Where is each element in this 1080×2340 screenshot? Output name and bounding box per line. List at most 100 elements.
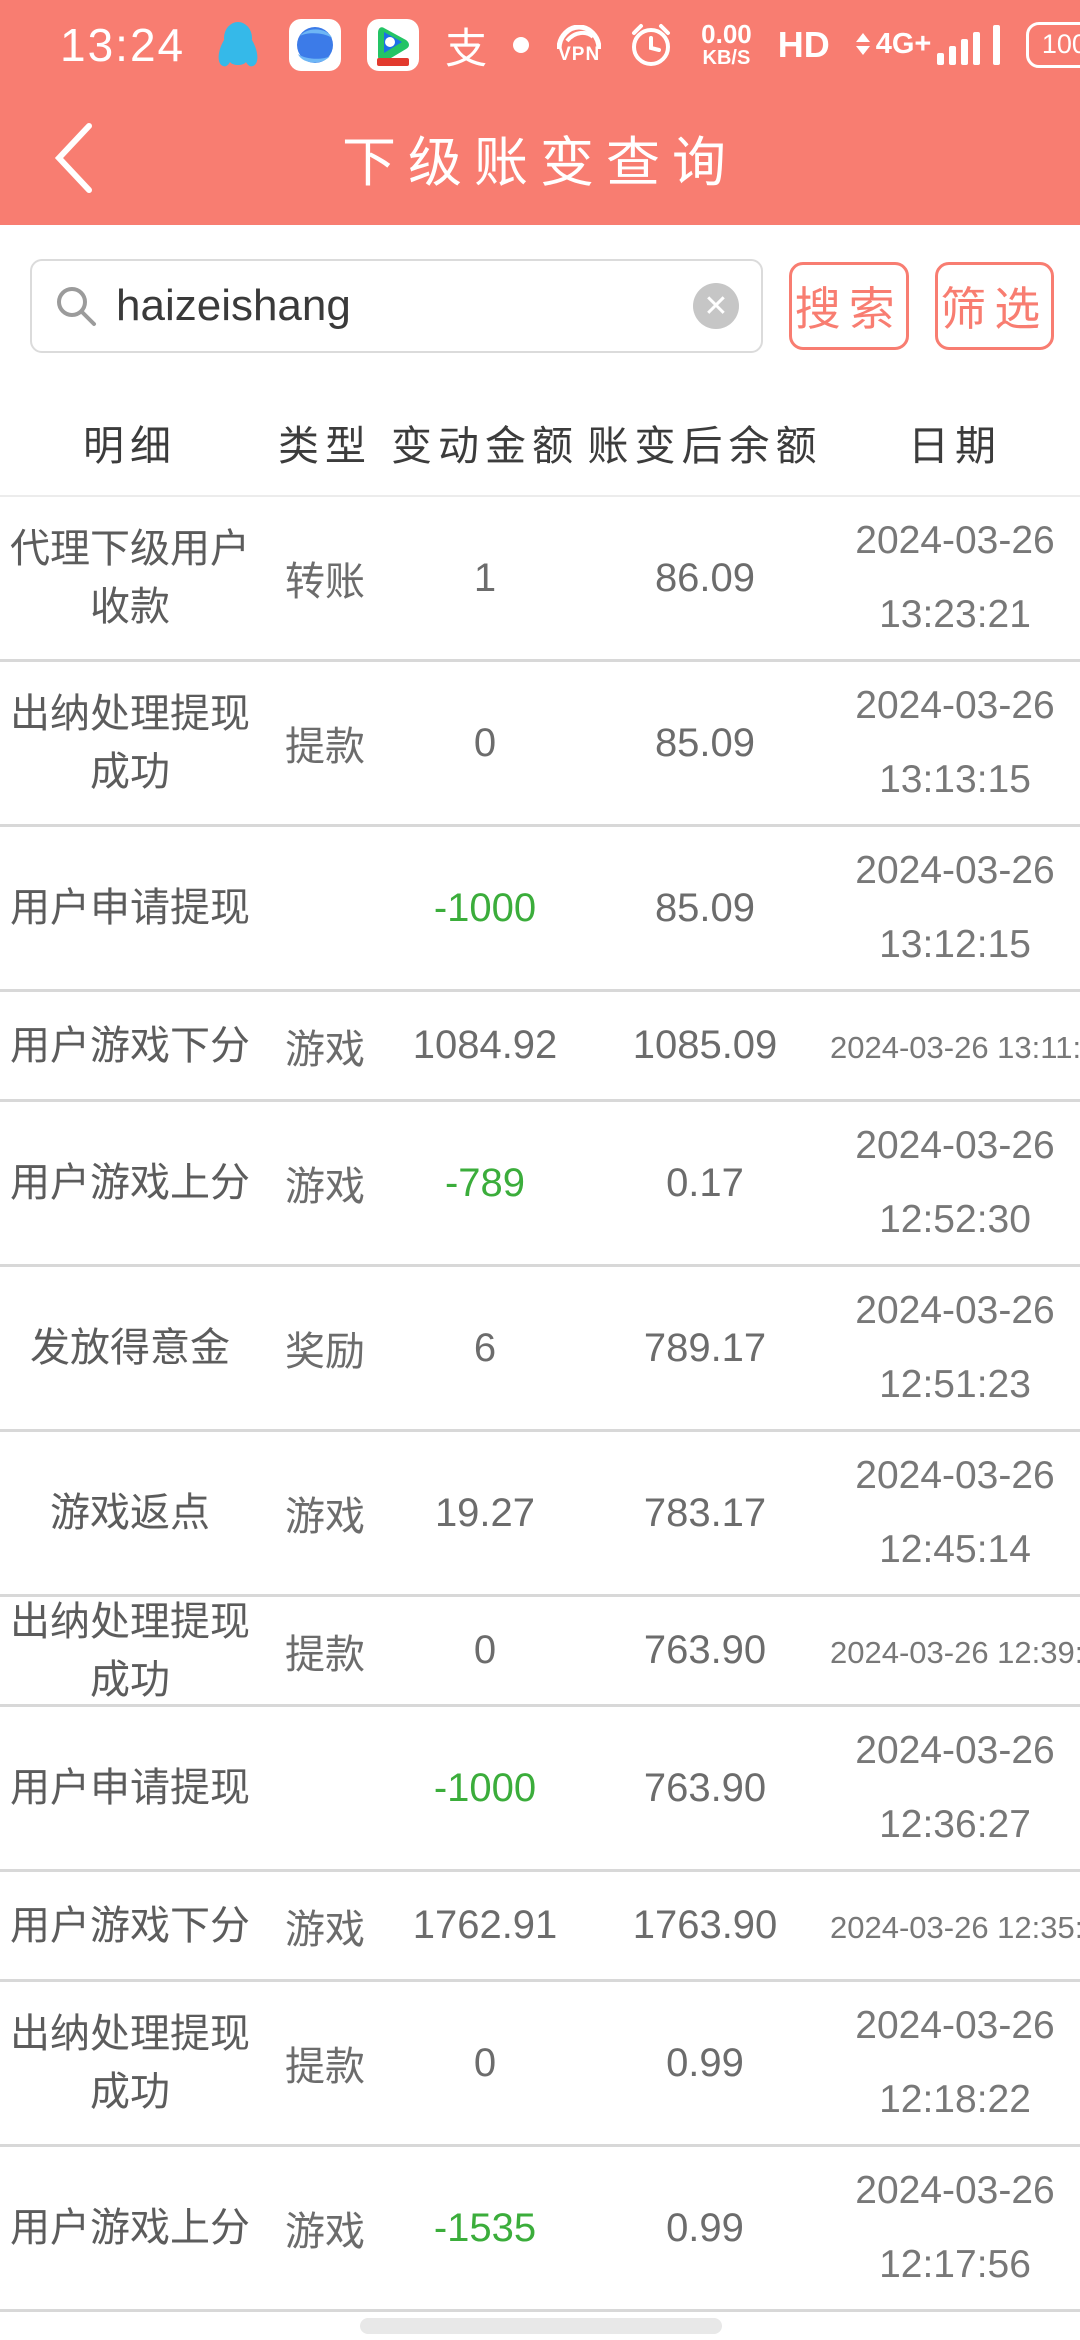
row-date-day: 2024-03-26 [855, 1289, 1055, 1332]
row-date-day: 2024-03-26 [855, 2004, 1055, 2047]
hd-indicator: HD [777, 23, 830, 65]
table-row: 代理下级用户收款 转账 1 86.09 2024-03-26 13:23:21 [0, 497, 1080, 662]
row-detail: 出纳处理提现成功 [10, 1599, 250, 1702]
row-detail: 用户游戏上分 [10, 1161, 250, 1205]
column-header-date: 日期 [908, 423, 1002, 469]
row-date: 2024-03-26 12:52:30 [830, 1124, 1080, 1242]
row-date-time: 12:45:14 [879, 1528, 1031, 1571]
clear-search-icon[interactable]: ✕ [693, 283, 739, 329]
status-left-icons: 支 [213, 15, 530, 76]
status-right-icons: VPN 0.00 KB/S HD 4G+ [557, 18, 1080, 70]
row-amount: 0 [473, 2040, 497, 2085]
browser-icon [289, 19, 342, 71]
signal-bars-icon [937, 24, 1001, 65]
row-date-time: 13:23:21 [879, 593, 1031, 636]
row-date: 2024-03-26 13:13:15 [830, 684, 1080, 802]
row-balance: 85.09 [654, 885, 756, 930]
column-header-detail: 明细 [83, 423, 177, 469]
qq-icon [213, 18, 263, 72]
row-balance: 789.17 [643, 1325, 767, 1370]
table-row: 用户申请提现 -1000 85.09 2024-03-26 13:12:15 [0, 827, 1080, 992]
row-amount: -1000 [433, 885, 537, 930]
row-date-day: 2024-03-26 [855, 1729, 1055, 1772]
search-icon [54, 284, 98, 328]
back-chevron-icon [54, 123, 92, 193]
row-balance: 763.90 [643, 1628, 767, 1672]
row-amount: -1000 [433, 1765, 537, 1810]
row-balance: 0.99 [666, 2040, 744, 2085]
row-date-day: 2024-03-26 [855, 2169, 1055, 2212]
row-detail: 出纳处理提现成功 [10, 2012, 250, 2114]
table-row: 游戏返点 游戏 19.27 783.17 2024-03-26 12:45:14 [0, 1432, 1080, 1597]
battery-icon: 100 [1026, 21, 1080, 68]
row-balance: 783.17 [643, 1490, 767, 1535]
row-date: 2024-03-26 12:17:56 [830, 2169, 1080, 2287]
cellular-signal-icon: 4G+ [855, 24, 1001, 65]
table-row: 用户申请提现 -1000 763.90 2024-03-26 12:36:27 [0, 1707, 1080, 1872]
row-type: 游戏 [285, 1165, 365, 1209]
column-header-type: 类型 [278, 423, 372, 469]
row-type: 提款 [285, 1632, 365, 1677]
search-button[interactable]: 搜索 [789, 262, 909, 350]
row-amount: 19.27 [434, 1490, 536, 1535]
vpn-icon: VPN [557, 25, 602, 64]
row-date: 2024-03-26 13:23:21 [830, 519, 1080, 637]
row-balance: 1085.09 [632, 1023, 778, 1067]
alarm-clock-icon [627, 21, 675, 69]
search-input-box[interactable]: ✕ [30, 259, 763, 353]
scroll-indicator[interactable] [360, 2318, 722, 2334]
status-bar: 13:24 [0, 0, 1080, 90]
row-type: 提款 [285, 725, 365, 769]
row-type: 游戏 [285, 2210, 365, 2254]
row-amount: 1 [473, 555, 497, 600]
table-row: 用户游戏下分 游戏 1084.92 1085.09 2024-03-26 13:… [0, 992, 1080, 1102]
row-type: 奖励 [285, 1330, 365, 1374]
row-amount: 0 [473, 720, 497, 765]
table-row: 发放得意金 奖励 6 789.17 2024-03-26 12:51:23 [0, 1267, 1080, 1432]
table-row: 用户游戏上分 游戏 -1535 0.99 2024-03-26 12:17:56 [0, 2147, 1080, 2312]
row-date-time: 12:52:30 [879, 1198, 1031, 1241]
row-amount: 1762.91 [412, 1903, 558, 1947]
table-row: 出纳处理提现成功 提款 0 0.99 2024-03-26 12:18:22 [0, 1982, 1080, 2147]
data-arrows-icon [855, 32, 870, 55]
table-row: 出纳处理提现成功 提款 0 763.90 2024-03-26 12:39:09 [0, 1597, 1080, 1707]
page-title: 下级账变查询 [342, 133, 738, 193]
status-time: 13:24 [60, 19, 186, 71]
row-date-time: 12:17:56 [879, 2243, 1031, 2286]
row-amount: -789 [444, 1160, 526, 1205]
alipay-icon: 支 [445, 24, 488, 72]
app-header-area: 13:24 [0, 0, 1080, 225]
filter-button[interactable]: 筛选 [934, 262, 1054, 350]
row-amount: -1535 [433, 2205, 537, 2250]
notification-dot [513, 37, 530, 53]
row-date-time: 12:36:27 [879, 1803, 1031, 1846]
row-date: 2024-03-26 13:11:59 [830, 1023, 1080, 1068]
row-type: 转账 [285, 560, 365, 604]
row-detail: 用户申请提现 [10, 886, 250, 930]
row-detail: 代理下级用户收款 [10, 527, 250, 629]
row-date: 2024-03-26 12:18:22 [830, 2004, 1080, 2122]
row-datetime: 2024-03-26 12:39:09 [830, 1635, 1080, 1670]
row-type: 提款 [285, 2045, 365, 2089]
row-balance: 0.99 [666, 2205, 744, 2250]
network-speed: 0.00 KB/S [701, 18, 752, 70]
row-type: 游戏 [285, 1495, 365, 1539]
row-date: 2024-03-26 12:39:09 [830, 1628, 1080, 1673]
row-balance: 86.09 [654, 555, 756, 600]
row-detail: 用户游戏下分 [10, 1903, 250, 1948]
search-input[interactable] [114, 280, 693, 332]
row-amount: 1084.92 [412, 1023, 558, 1067]
table-header: 明细 类型 变动金额 账变后余额 日期 [0, 389, 1080, 497]
row-date: 2024-03-26 12:51:23 [830, 1289, 1080, 1407]
row-date: 2024-03-26 12:36:27 [830, 1729, 1080, 1847]
nav-bar: 下级账变查询 [0, 90, 1080, 225]
table-row: 用户游戏上分 游戏 -789 0.17 2024-03-26 12:52:30 [0, 1102, 1080, 1267]
row-detail: 出纳处理提现成功 [10, 692, 250, 794]
row-detail: 用户申请提现 [10, 1766, 250, 1810]
row-date-time: 13:13:15 [879, 758, 1031, 801]
back-button[interactable] [28, 108, 118, 208]
row-balance: 85.09 [654, 720, 756, 765]
row-detail: 游戏返点 [50, 1491, 210, 1535]
row-date-day: 2024-03-26 [855, 684, 1055, 727]
row-date-day: 2024-03-26 [855, 1454, 1055, 1497]
